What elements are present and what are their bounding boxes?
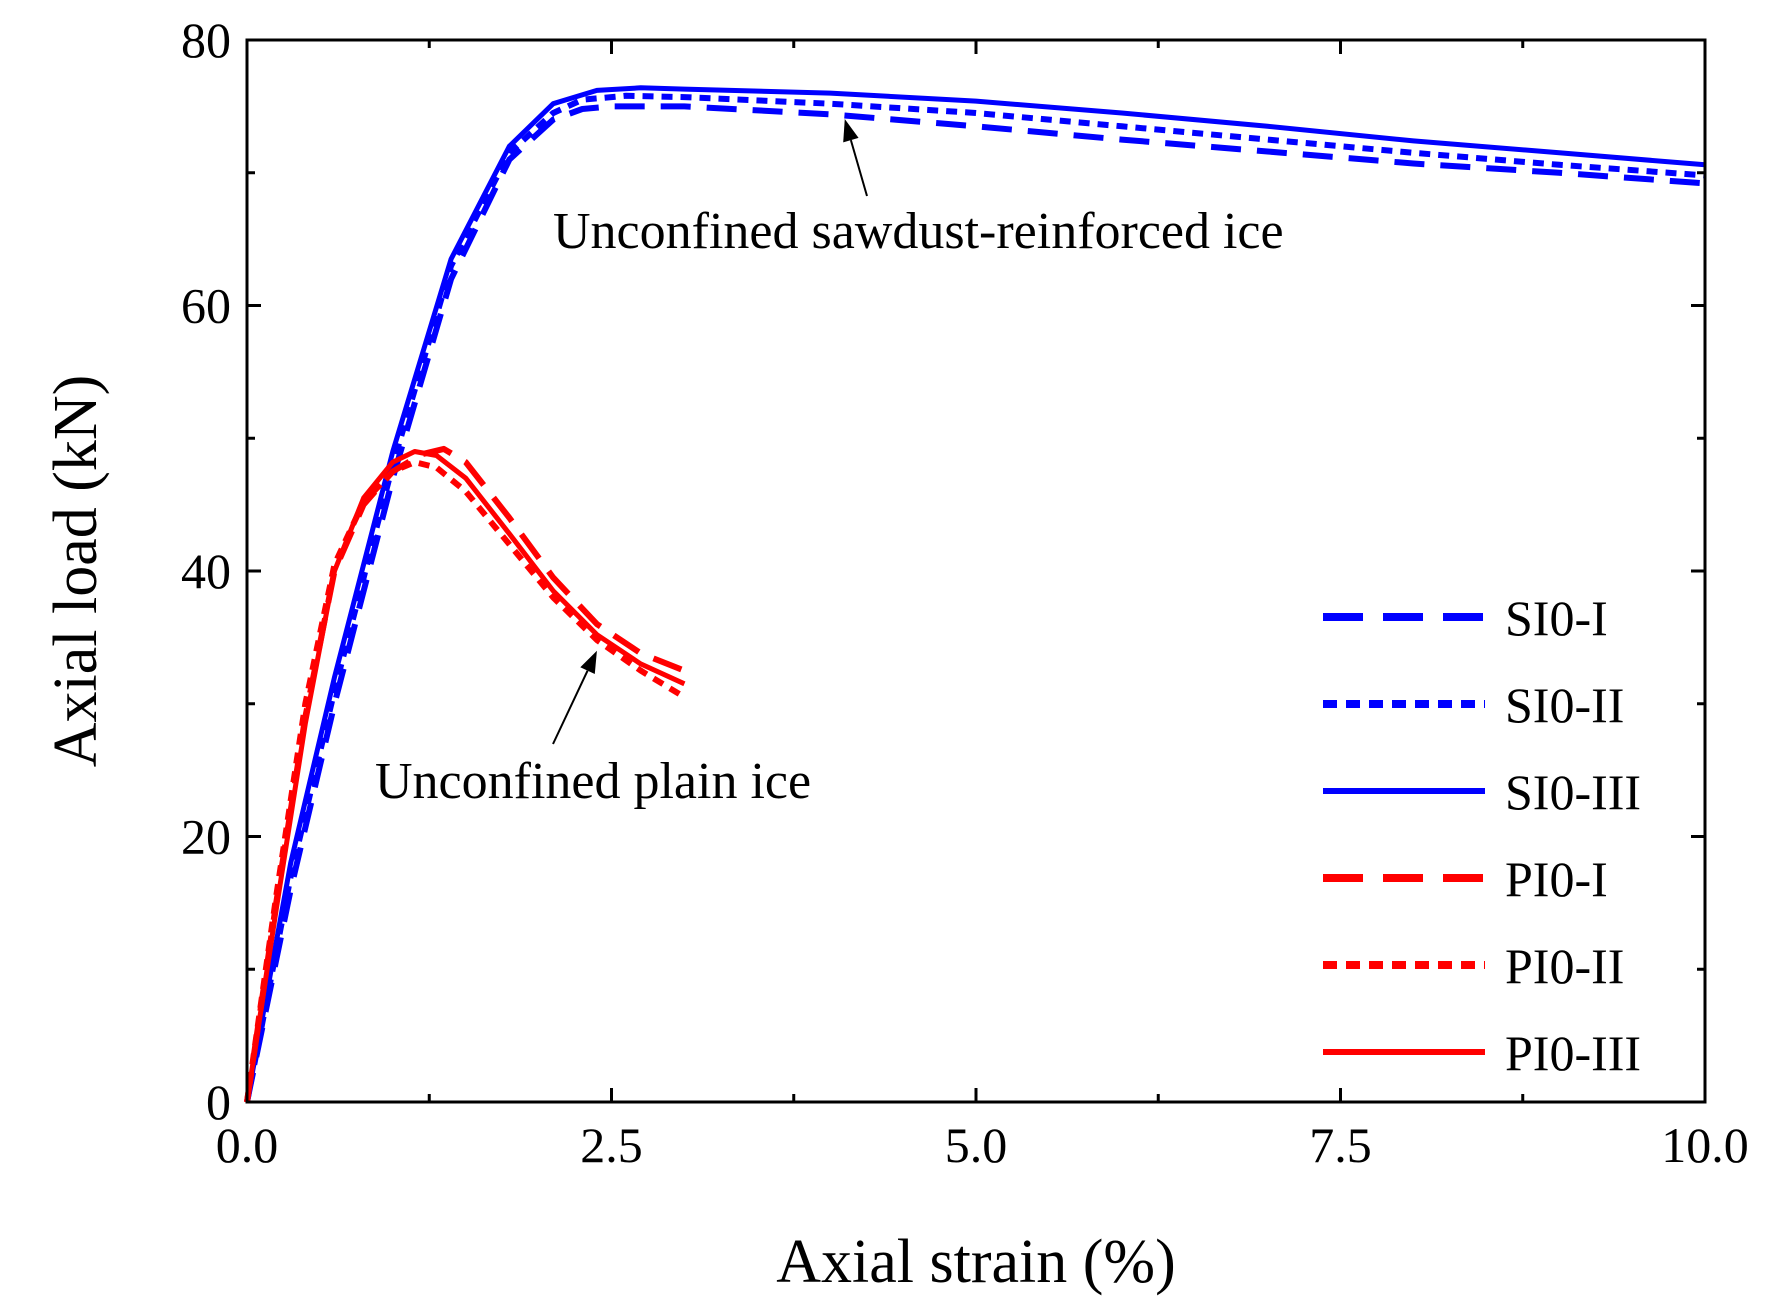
annotation-layer: Unconfined sawdust-reinforced ice Unconf…: [375, 119, 1284, 810]
x-tick-label: 5.0: [945, 1117, 1008, 1173]
series-line-si0-iii: [244, 85, 1706, 1103]
y-tick-label: 0: [206, 1074, 231, 1130]
tick-layer: 0.0 2.5 5.0 7.5 10.0 0 20 40 60 80: [181, 12, 1749, 1173]
legend-label-pi0-i: PI0-I: [1505, 851, 1608, 907]
series-line-pi0-iii: [244, 449, 686, 1103]
annotation-arrow-sawdust: [843, 119, 868, 197]
y-tick-label: 20: [181, 809, 231, 865]
legend-label-si0-ii: SI0-II: [1505, 677, 1624, 733]
legend-label-pi0-ii: PI0-II: [1505, 938, 1624, 994]
y-tick-label: 40: [181, 543, 231, 599]
series-line-si0-i: [244, 103, 1706, 1103]
annotation-sawdust-ice: Unconfined sawdust-reinforced ice: [553, 203, 1284, 260]
x-tick-label: 10.0: [1661, 1117, 1749, 1173]
series-line-pi0-ii: [244, 459, 686, 1103]
x-tick-label: 0.0: [216, 1117, 279, 1173]
legend: SI0-I SI0-II SI0-III PI0-I PI0-II PI0-III: [1323, 590, 1641, 1081]
y-tick-label: 60: [181, 278, 231, 334]
y-axis-title: Axial load (kN): [42, 375, 110, 768]
series-line-si0-ii: [244, 92, 1706, 1103]
legend-label-pi0-iii: PI0-III: [1505, 1025, 1641, 1081]
x-axis-title: Axial strain (%): [776, 1228, 1175, 1296]
annotation-plain-ice: Unconfined plain ice: [375, 753, 811, 810]
series-layer: [244, 85, 1706, 1103]
x-tick-label: 2.5: [580, 1117, 643, 1173]
plot-frame: [245, 38, 1707, 1104]
legend-label-si0-iii: SI0-III: [1505, 764, 1641, 820]
annotation-arrow-plain: [552, 650, 597, 745]
y-tick-label: 80: [181, 12, 231, 68]
x-tick-label: 7.5: [1309, 1117, 1372, 1173]
legend-label-si0-i: SI0-I: [1505, 590, 1608, 646]
